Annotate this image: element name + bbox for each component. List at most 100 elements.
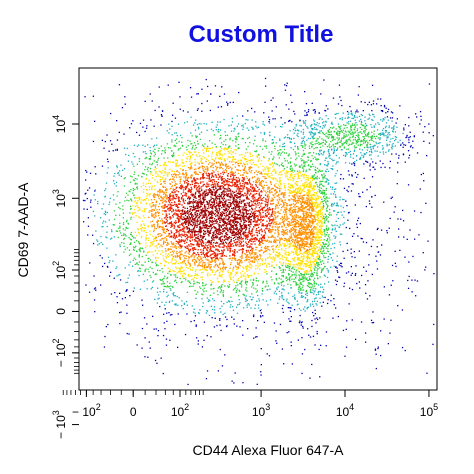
event-dot	[190, 245, 192, 247]
event-dot	[196, 189, 198, 191]
event-dot	[173, 210, 175, 212]
event-dot	[261, 180, 263, 182]
event-dot	[187, 183, 189, 185]
event-dot	[176, 236, 178, 238]
event-dot	[168, 234, 170, 236]
event-dot	[257, 263, 259, 265]
event-dot	[151, 225, 153, 227]
event-dot	[303, 152, 305, 155]
event-dot	[208, 177, 210, 179]
event-dot	[266, 211, 268, 213]
event-dot	[251, 236, 253, 238]
event-dot	[239, 216, 241, 219]
event-dot	[205, 192, 207, 194]
event-dot	[142, 215, 145, 217]
event-dot	[225, 163, 227, 165]
event-dot	[246, 160, 248, 162]
event-dot	[241, 176, 244, 179]
event-dot	[167, 157, 169, 159]
event-dot	[167, 242, 169, 245]
event-dot	[248, 246, 251, 249]
event-dot	[196, 219, 198, 221]
event-dot	[234, 149, 236, 151]
event-dot	[256, 221, 258, 224]
event-dot	[230, 210, 232, 212]
event-dot	[188, 195, 190, 198]
event-dot	[226, 166, 228, 168]
event-dot	[230, 171, 232, 173]
event-dot	[185, 179, 187, 181]
event-dot	[182, 222, 184, 224]
event-dot	[281, 219, 284, 221]
event-dot	[246, 198, 248, 200]
event-dot	[174, 238, 176, 240]
event-dot	[216, 237, 218, 239]
event-dot	[252, 278, 255, 280]
event-dot	[198, 264, 200, 266]
event-dot	[253, 214, 255, 216]
event-dot	[130, 188, 132, 191]
event-dot	[227, 270, 229, 272]
event-dot	[146, 234, 148, 236]
event-dot	[239, 190, 241, 192]
event-dot	[119, 232, 122, 234]
event-dot	[233, 258, 236, 260]
event-dot	[209, 200, 211, 203]
event-dot	[235, 138, 237, 140]
event-dot	[164, 232, 166, 235]
event-dot	[195, 209, 197, 212]
event-dot	[206, 218, 208, 221]
event-dot	[389, 217, 391, 220]
event-dot	[279, 171, 281, 173]
event-dot	[281, 292, 283, 294]
event-dot	[211, 221, 214, 223]
event-dot	[104, 262, 106, 265]
event-dot	[286, 217, 288, 219]
event-dot	[164, 163, 166, 165]
event-dot	[247, 243, 249, 245]
event-dot	[272, 170, 274, 172]
event-dot	[184, 180, 186, 183]
event-dot	[145, 238, 148, 240]
event-dot	[194, 221, 196, 223]
event-dot	[214, 192, 216, 194]
event-dot	[195, 224, 197, 227]
event-dot	[159, 225, 161, 228]
event-dot	[134, 231, 136, 233]
event-dot	[223, 170, 225, 172]
event-dot	[194, 234, 196, 237]
event-dot	[228, 222, 231, 224]
event-dot	[244, 204, 246, 206]
event-dot	[145, 231, 147, 234]
event-dot	[171, 186, 173, 188]
event-dot	[233, 204, 236, 206]
event-dot	[173, 161, 175, 163]
event-dot	[255, 180, 257, 182]
event-dot	[156, 161, 158, 163]
event-dot	[219, 291, 221, 293]
event-dot	[266, 184, 268, 186]
event-dot	[101, 226, 103, 228]
event-dot	[174, 226, 176, 228]
event-dot	[192, 209, 194, 211]
event-dot	[252, 220, 254, 223]
event-dot	[304, 216, 307, 219]
event-dot	[231, 306, 234, 308]
event-dot	[267, 262, 269, 265]
event-dot	[130, 253, 132, 255]
event-dot	[185, 300, 188, 303]
event-dot	[104, 210, 106, 212]
event-dot	[199, 154, 201, 157]
event-dot	[164, 147, 166, 149]
event-dot	[259, 184, 261, 186]
event-dot	[174, 203, 176, 206]
event-dot	[193, 151, 196, 153]
event-dot	[226, 237, 229, 239]
event-dot	[281, 226, 283, 228]
event-dot	[248, 190, 251, 192]
event-dot	[106, 231, 108, 233]
event-dot	[238, 178, 241, 180]
event-dot	[232, 177, 234, 180]
event-dot	[241, 274, 243, 276]
event-dot	[233, 257, 236, 259]
